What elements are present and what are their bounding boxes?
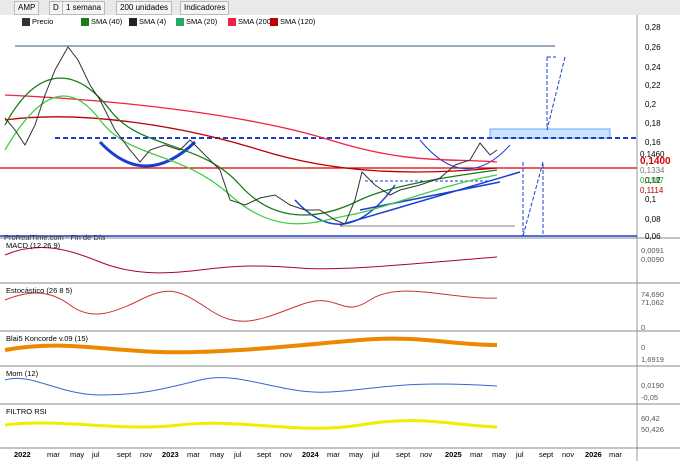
annotations — [0, 45, 637, 237]
indicator-lines — [4, 246, 498, 430]
time-tick-label: nov — [562, 450, 575, 459]
time-tick-label: 2026 — [585, 450, 602, 459]
time-tick-label: sept — [539, 450, 554, 459]
panel-value: 50,426 — [641, 425, 664, 434]
panel-title: MACD (12 26 9) — [6, 241, 61, 250]
panel-value: 0 — [641, 343, 646, 352]
toolbar-button[interactable]: AMP — [14, 1, 40, 15]
panel-value: 60,42 — [641, 414, 660, 423]
time-tick-label: mar — [327, 450, 340, 459]
price-tag: 0,1460 — [640, 150, 665, 159]
legend-item[interactable]: Precio — [22, 17, 53, 27]
legend-item[interactable]: SMA (40) — [81, 17, 122, 27]
time-tick-label: nov — [420, 450, 433, 459]
time-tick-label: mar — [609, 450, 622, 459]
panel-value: 0,0091 — [641, 246, 664, 255]
price-tag: 0,1400 — [640, 156, 671, 167]
panel-value: 0 — [641, 323, 646, 332]
time-tick-label: jul — [372, 450, 380, 459]
panel-borders — [0, 237, 680, 449]
price-tick-label: 0,06 — [645, 232, 661, 241]
legend-item[interactable]: SMA (120) — [270, 17, 315, 27]
panel-value: 1,6919 — [641, 355, 664, 364]
time-tick-label: jul — [92, 450, 100, 459]
time-tick-label: mar — [187, 450, 200, 459]
panel-title: Mom (12) — [6, 369, 39, 378]
time-tick-label: jul — [516, 450, 524, 459]
panel-value: 0,0190 — [641, 381, 664, 390]
price-line — [4, 46, 498, 225]
panel-title: FILTRO RSI — [6, 407, 47, 416]
panel-value: 0,0090 — [641, 255, 664, 264]
time-tick-label: 2022 — [14, 450, 31, 459]
price-tick-label: 0,16 — [645, 138, 661, 147]
price-tick-label: 0,28 — [645, 23, 661, 32]
toolbar-button[interactable]: 200 unidades — [116, 1, 173, 15]
time-tick-label: 2024 — [302, 450, 319, 459]
time-tick-label: nov — [280, 450, 293, 459]
time-tick-label: jul — [234, 450, 242, 459]
time-tick-label: 2025 — [445, 450, 462, 459]
time-tick-label: sept — [257, 450, 272, 459]
price-tick-label: 0,1 — [645, 195, 657, 204]
toolbar-button[interactable]: D — [49, 1, 63, 15]
price-tick-label: 0,08 — [645, 215, 661, 224]
panel-value: 74,690 — [641, 290, 664, 299]
time-tick-label: may — [349, 450, 364, 459]
toolbar-button[interactable]: Indicadores — [180, 1, 230, 15]
price-tag: 0,1334 — [640, 166, 665, 175]
panel-value: 71,062 — [641, 298, 664, 307]
price-tag: 0,1114 — [640, 186, 664, 195]
legend-item[interactable]: SMA (20) — [176, 17, 217, 27]
price-tick-label: 0,2 — [645, 100, 657, 109]
price-tick-label: 0,12 — [645, 176, 661, 185]
price-tag: 0,1187 — [640, 176, 664, 185]
price-tick-label: 0,22 — [645, 81, 661, 90]
legend-item[interactable]: SMA (200) — [228, 17, 273, 27]
time-tick-label: may — [210, 450, 225, 459]
time-tick-label: may — [70, 450, 85, 459]
price-tick-label: 0,26 — [645, 43, 661, 52]
time-tick-label: mar — [470, 450, 483, 459]
panel-title: Estocástico (26 8 5) — [6, 286, 73, 295]
time-tick-label: nov — [140, 450, 153, 459]
time-tick-label: mar — [47, 450, 60, 459]
price-tick-label: 0,24 — [645, 63, 661, 72]
toolbar-button[interactable]: 1 semana — [62, 1, 106, 15]
price-tick-label: 0,18 — [645, 119, 661, 128]
source-label: ProRealTime.com - Fin de Día — [4, 233, 106, 242]
legend-item[interactable]: SMA (4) — [129, 17, 166, 27]
panel-value: -0,05 — [641, 393, 659, 402]
time-tick-label: may — [492, 450, 507, 459]
time-tick-label: 2023 — [162, 450, 179, 459]
panel-title: Blai5 Koncorde v.09 (15) — [6, 334, 88, 343]
time-tick-label: sept — [396, 450, 411, 459]
time-tick-label: sept — [117, 450, 132, 459]
